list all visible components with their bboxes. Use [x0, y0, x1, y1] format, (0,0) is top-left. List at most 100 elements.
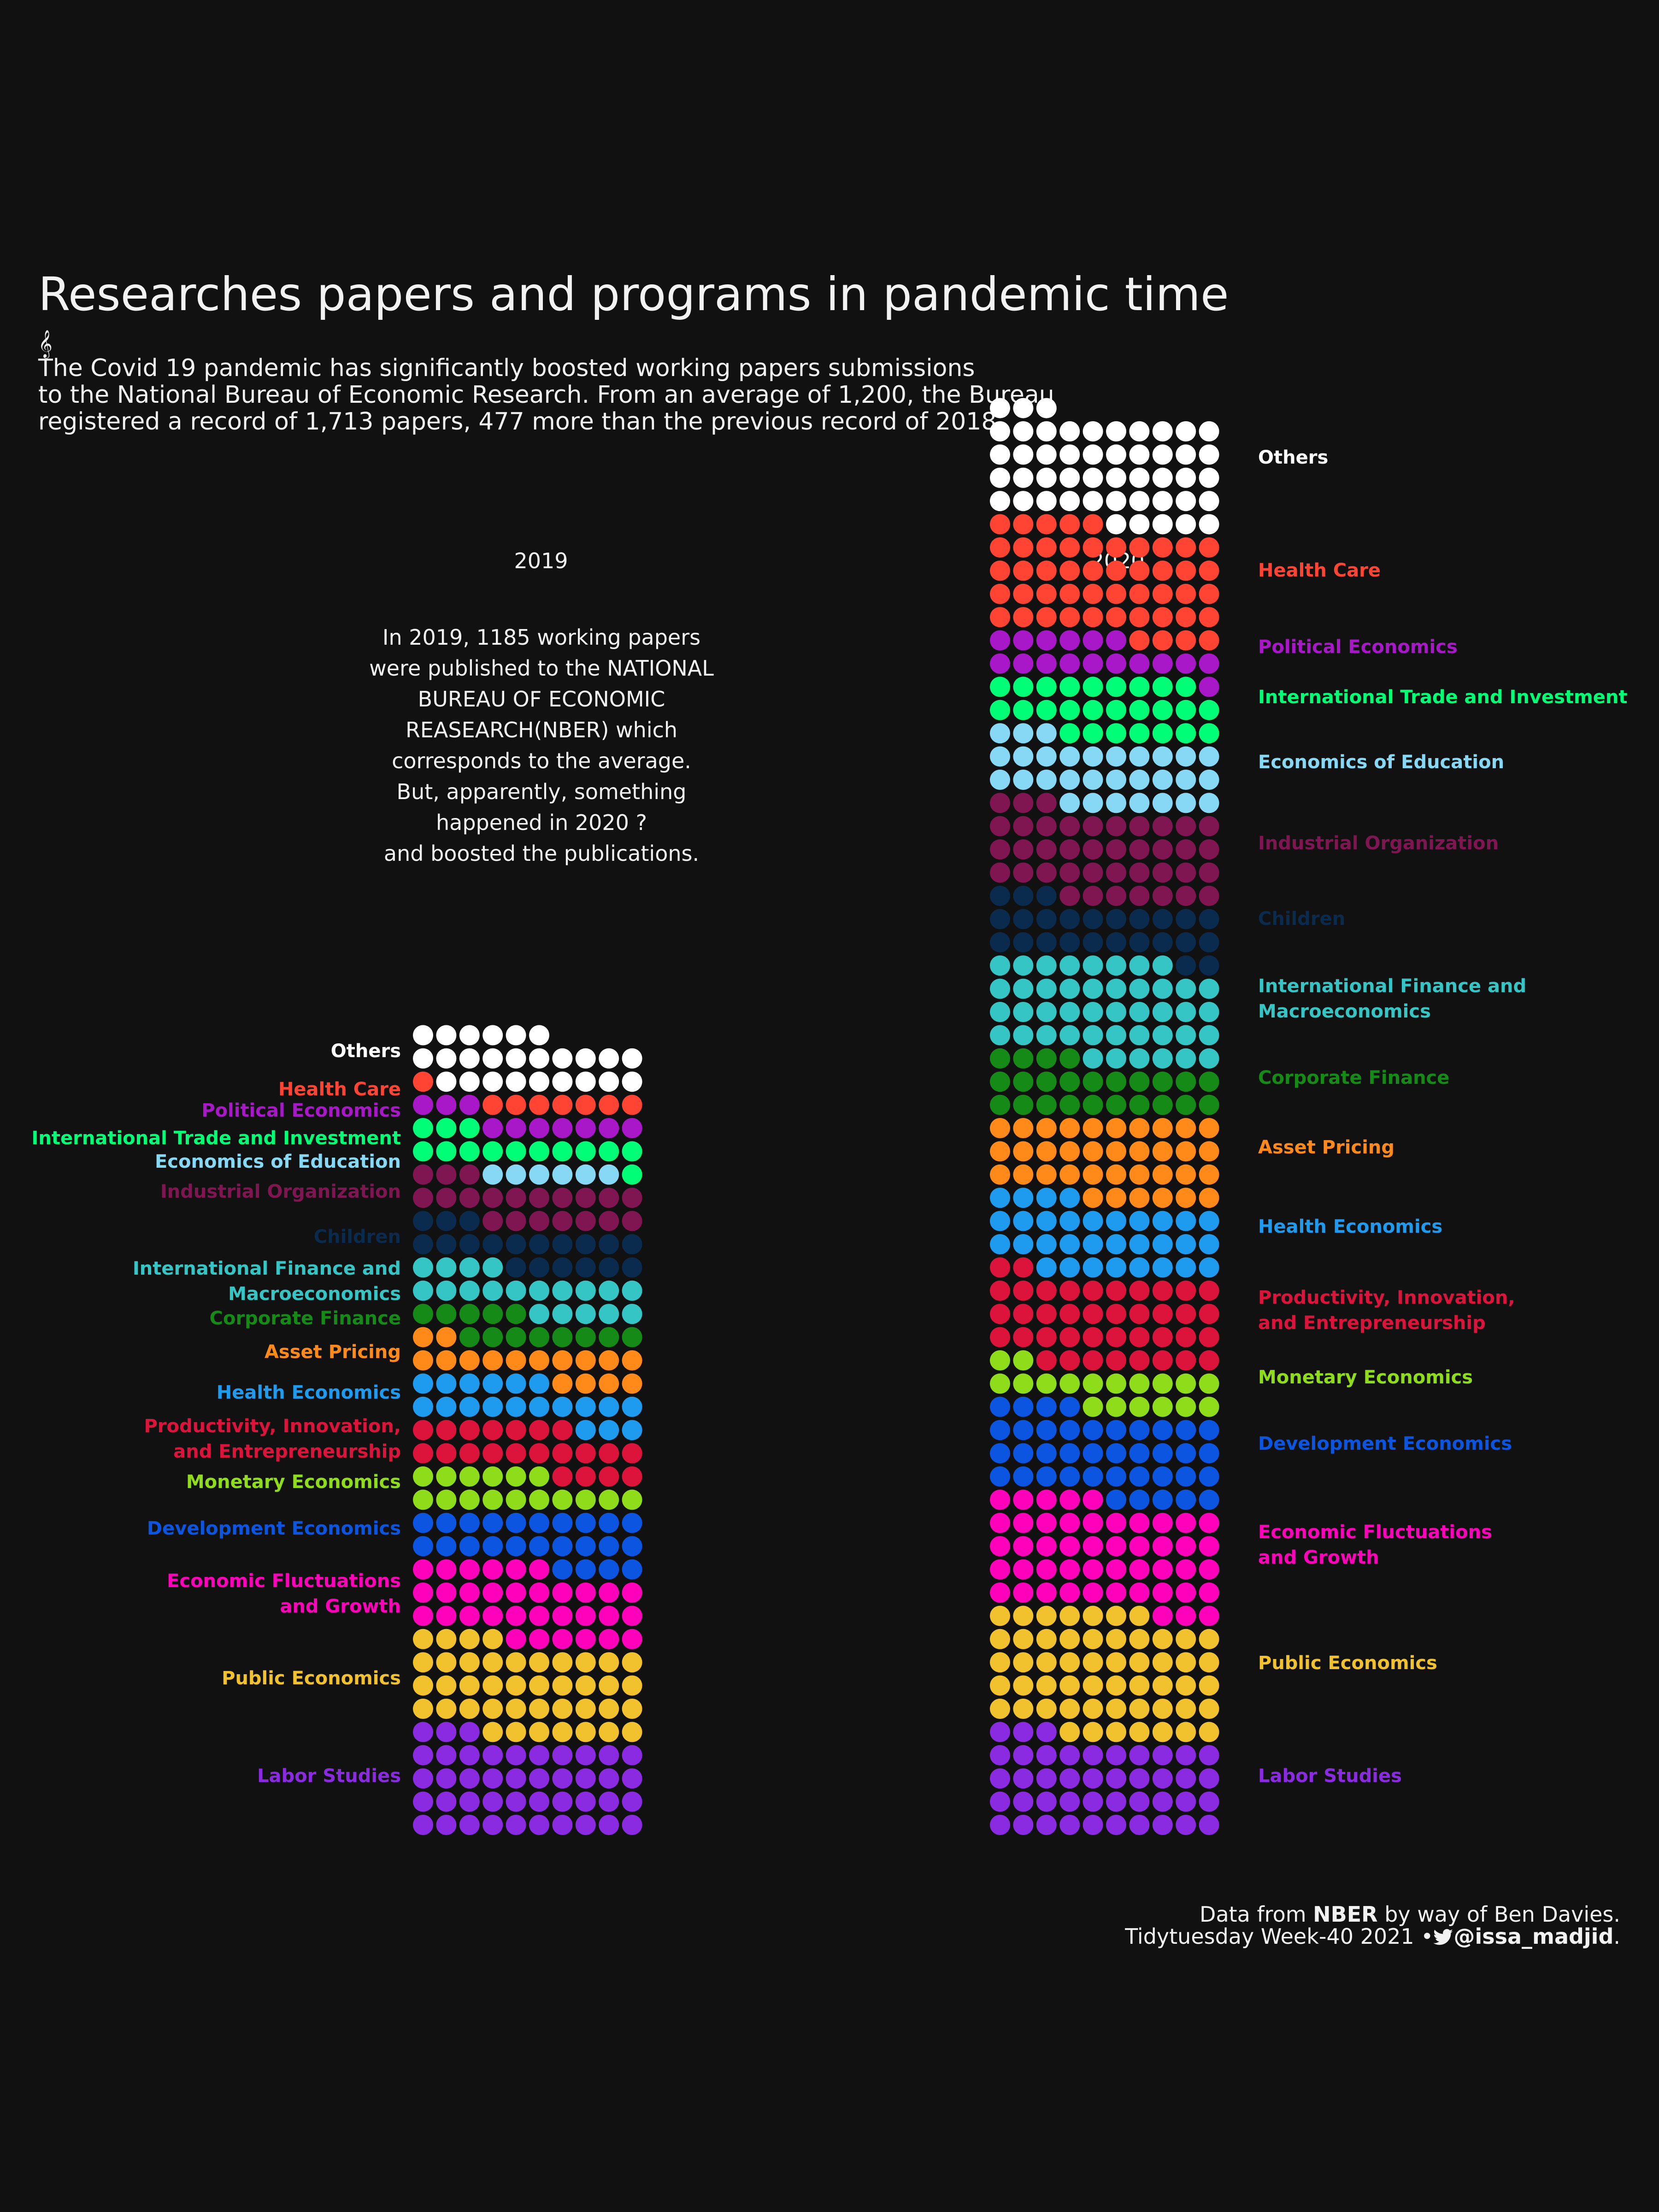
- waffle-dot: [506, 1118, 526, 1138]
- waffle-dot: [436, 1188, 457, 1208]
- waffle-dot: [552, 1094, 573, 1115]
- waffle-dot: [1059, 1094, 1080, 1115]
- waffle-dot: [529, 1466, 549, 1487]
- waffle-dot: [1199, 1280, 1219, 1301]
- waffle-dot: [1036, 1373, 1057, 1394]
- waffle-dot: [506, 1699, 526, 1719]
- waffle-dot: [1129, 1211, 1150, 1231]
- waffle-dot: [1036, 514, 1057, 535]
- waffle-dot: [1036, 1304, 1057, 1324]
- waffle-dot: [1199, 491, 1219, 512]
- category-label: International Finance and Macroeconomics: [1258, 974, 1526, 1024]
- waffle-dot: [1082, 955, 1103, 976]
- waffle-dot: [1059, 1536, 1080, 1557]
- waffle-dot: [506, 1164, 526, 1185]
- waffle-dot: [599, 1048, 619, 1069]
- waffle-dot: [413, 1675, 433, 1696]
- waffle-dot: [1152, 1257, 1173, 1278]
- waffle-dot: [1059, 607, 1080, 628]
- waffle-dot: [529, 1304, 549, 1324]
- waffle-dot: [1082, 583, 1103, 604]
- category-label: Development Economics: [0, 1516, 401, 1541]
- waffle-dot: [482, 1373, 503, 1394]
- waffle-dot: [413, 1373, 433, 1394]
- waffle-dot: [599, 1211, 619, 1231]
- waffle-dot: [1106, 467, 1126, 488]
- waffle-dot: [1059, 700, 1080, 720]
- waffle-dot: [552, 1071, 573, 1092]
- waffle-dot: [506, 1583, 526, 1603]
- waffle-dot: [1176, 1466, 1196, 1487]
- waffle-dot: [1152, 1002, 1173, 1022]
- waffle-dot: [459, 1327, 480, 1347]
- waffle-dot: [1176, 1141, 1196, 1162]
- waffle-dot: [575, 1118, 596, 1138]
- waffle-dot: [436, 1699, 457, 1719]
- waffle-dot: [990, 467, 1010, 488]
- waffle-dot: [1129, 607, 1150, 628]
- waffle-dot: [482, 1420, 503, 1441]
- waffle-dot: [990, 677, 1010, 697]
- waffle-dot: [529, 1583, 549, 1603]
- waffle-dot: [1013, 932, 1034, 953]
- annotation-line: happened in 2020 ?: [436, 810, 647, 835]
- waffle-dot: [552, 1304, 573, 1324]
- waffle-dot: [459, 1118, 480, 1138]
- waffle-dot: [552, 1396, 573, 1417]
- waffle-dot: [622, 1396, 642, 1417]
- waffle-dot: [506, 1722, 526, 1742]
- category-label-line: Public Economics: [1258, 1653, 1437, 1674]
- waffle-dot: [1059, 932, 1080, 953]
- waffle-dot: [436, 1211, 457, 1231]
- waffle-dot: [1106, 560, 1126, 581]
- waffle-dot: [1129, 1675, 1150, 1696]
- waffle-dot: [1106, 677, 1126, 697]
- waffle-dot: [1176, 537, 1196, 558]
- category-label: Corporate Finance: [0, 1306, 401, 1331]
- waffle-dot: [1036, 583, 1057, 604]
- waffle-dot: [529, 1396, 549, 1417]
- waffle-dot: [482, 1071, 503, 1092]
- waffle-dot: [1129, 1257, 1150, 1278]
- waffle-dot: [1082, 653, 1103, 674]
- waffle-dot: [575, 1559, 596, 1580]
- waffle-dot: [1082, 1188, 1103, 1208]
- waffle-dot: [990, 583, 1010, 604]
- waffle-dot: [529, 1094, 549, 1115]
- waffle-dot: [1152, 1768, 1173, 1789]
- waffle-dot: [1106, 653, 1126, 674]
- waffle-dot: [506, 1536, 526, 1557]
- waffle-dot: [529, 1234, 549, 1254]
- subtitle-line: The Covid 19 pandemic has significantly …: [38, 354, 975, 382]
- waffle-dot: [1176, 491, 1196, 512]
- waffle-dot: [1036, 1791, 1057, 1812]
- waffle-dot: [1059, 1211, 1080, 1231]
- waffle-dot: [1129, 1606, 1150, 1626]
- waffle-dot: [575, 1768, 596, 1789]
- waffle-dot: [1059, 793, 1080, 813]
- waffle-dot: [552, 1675, 573, 1696]
- waffle-dot: [599, 1443, 619, 1464]
- waffle-dot: [459, 1025, 480, 1046]
- waffle-dot: [575, 1141, 596, 1162]
- waffle-dot: [1013, 1071, 1034, 1092]
- waffle-dot: [552, 1257, 573, 1278]
- caption-line-2: Tidytuesday Week-40 2021 • @issa_madjid.: [1125, 1925, 1620, 1947]
- waffle-dot: [990, 746, 1010, 767]
- waffle-dot: [1106, 723, 1126, 744]
- category-label: Productivity, Innovation, and Entrepreneu…: [0, 1414, 401, 1465]
- waffle-dot: [1106, 1745, 1126, 1765]
- category-label: Public Economics: [1258, 1651, 1437, 1676]
- waffle-dot: [552, 1443, 573, 1464]
- waffle-dot: [1176, 1512, 1196, 1533]
- waffle-dot: [1106, 1489, 1126, 1510]
- waffle-dot: [622, 1583, 642, 1603]
- waffle-dot: [1199, 1652, 1219, 1673]
- waffle-dot: [482, 1791, 503, 1812]
- waffle-dot: [413, 1629, 433, 1649]
- waffle-dot: [1129, 1699, 1150, 1719]
- waffle-dot: [622, 1118, 642, 1138]
- waffle-dot: [1036, 1118, 1057, 1138]
- waffle-dot: [506, 1350, 526, 1371]
- waffle-dot: [1199, 1559, 1219, 1580]
